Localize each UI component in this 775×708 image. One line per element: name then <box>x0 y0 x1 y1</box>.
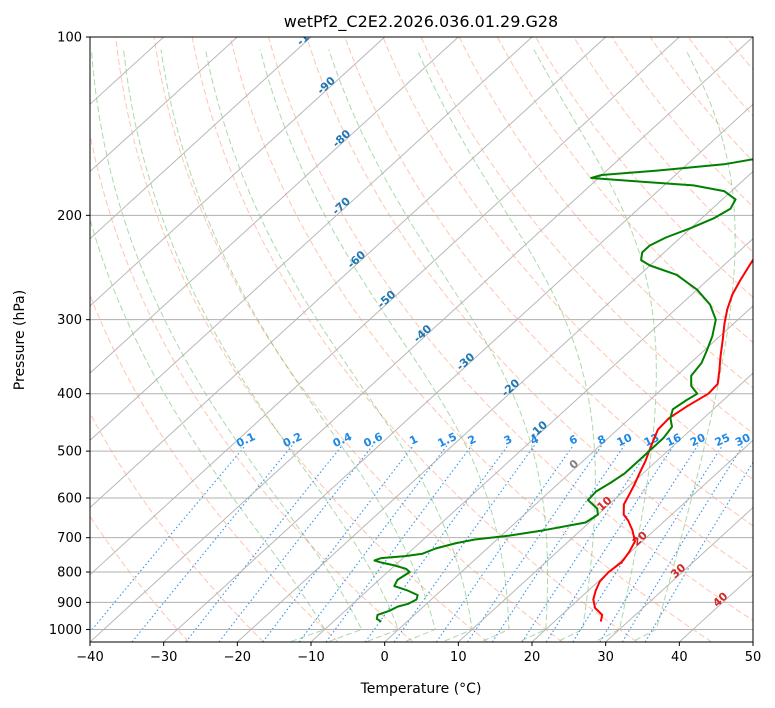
moist-adiabat-line <box>533 49 657 642</box>
mixing-ratio-label: 30 <box>733 431 753 449</box>
dry-adiabat-line <box>496 37 753 344</box>
y-tick-label: 900 <box>57 596 82 611</box>
mixing-ratio-line <box>521 445 653 642</box>
x-tick-label: 50 <box>745 650 762 665</box>
dry-adiabat-line <box>306 37 753 574</box>
isotherm-line <box>90 37 386 307</box>
dry-adiabat-line <box>90 131 414 642</box>
isotherm-line <box>310 237 753 642</box>
x-tick-label: −30 <box>150 650 177 665</box>
dry-adiabats <box>90 37 753 642</box>
mixing-ratio-line <box>599 445 723 642</box>
mixing-ratio-line <box>262 445 414 642</box>
temperature-profile <box>592 258 753 622</box>
dry-adiabat-line <box>115 37 488 642</box>
dry-adiabat-line <box>229 37 712 642</box>
dry-adiabat-line <box>649 37 753 163</box>
mixing-ratio-line <box>545 445 675 642</box>
y-tick-label: 600 <box>57 492 82 507</box>
x-tick-label: 20 <box>524 650 541 665</box>
y-tick-label: 1000 <box>49 623 82 638</box>
plot-frame <box>89 36 754 643</box>
mixing-ratio-line <box>393 445 535 642</box>
isotherm-line <box>90 37 459 374</box>
y-tick-label: 400 <box>57 387 82 402</box>
y-tick-label: 200 <box>57 209 82 224</box>
mixing-ratio-label: 10 <box>615 431 635 449</box>
isotherm-label: -100 <box>294 20 323 48</box>
isotherm-line <box>457 372 753 642</box>
isotherm-line <box>90 37 607 509</box>
isotherm-line <box>90 37 533 442</box>
dry-adiabat-line <box>90 515 190 642</box>
x-axis-label: Temperature (°C) <box>360 681 482 697</box>
dry-adiabat-line <box>611 37 753 208</box>
isobar-gridlines <box>90 37 753 630</box>
isotherm-line <box>605 506 753 642</box>
mixing-ratio-line <box>185 445 343 642</box>
isotherm-line <box>90 37 238 173</box>
plot-area: -100-90-80-70-60-50-40-30-20-10010203040… <box>90 20 753 642</box>
x-tick-label: −20 <box>224 650 251 665</box>
mixing-ratio-line <box>90 445 246 633</box>
mixing-ratio-label: 25 <box>713 431 732 449</box>
dry-adiabat-line <box>90 412 264 642</box>
dry-adiabat-line <box>268 37 753 622</box>
skewed-isotherms <box>90 37 753 642</box>
y-axis-label: Pressure (hPa) <box>12 290 28 390</box>
moist-adiabat-line <box>416 49 596 642</box>
isotherm-line <box>236 170 753 642</box>
y-tick-label: 300 <box>57 313 82 328</box>
x-tick-label: 30 <box>597 650 614 665</box>
y-tick-label: 100 <box>57 31 82 46</box>
y-tick-label: 500 <box>57 445 82 460</box>
mixing-ratio-line <box>325 445 473 642</box>
dry-adiabat-line <box>535 37 753 298</box>
mixing-ratio-line <box>298 445 448 642</box>
moist-adiabat-line <box>630 49 736 642</box>
y-tick-label: 700 <box>57 531 82 546</box>
dry-adiabat-line <box>153 37 563 642</box>
x-tick-label: 40 <box>671 650 688 665</box>
x-axis: −40 −30 −20 −10 0 10 20 30 40 50 <box>76 642 761 665</box>
isotherm-line <box>384 305 753 642</box>
dry-adiabat-line <box>90 293 339 642</box>
mixing-ratio-line <box>364 445 509 642</box>
x-tick-label: −10 <box>297 650 324 665</box>
isotherm-line <box>90 37 312 240</box>
dry-adiabat-line <box>382 37 753 481</box>
moist-adiabat-line <box>123 49 400 642</box>
sounding-series <box>373 158 753 623</box>
dewpoint-profile <box>373 158 753 623</box>
x-tick-label: 10 <box>450 650 467 665</box>
mixing-ratio-lines <box>90 445 753 642</box>
isotherm-line <box>90 37 753 642</box>
x-tick-label: 0 <box>381 650 389 665</box>
mixing-ratio-line <box>218 445 374 642</box>
x-tick-label: −40 <box>76 650 103 665</box>
isotherm-line <box>163 103 753 642</box>
chart-title: wetPf2_C2E2.2026.036.01.29.G28 <box>284 12 558 32</box>
mixing-ratio-line <box>491 445 625 642</box>
dry-adiabat-line <box>191 37 638 642</box>
mixing-ratio-label: 20 <box>688 431 708 449</box>
isotherm-line <box>90 37 680 576</box>
dry-adiabat-line <box>573 37 753 253</box>
y-axis: 100 200 300 400 500 600 700 800 900 1000 <box>49 31 90 638</box>
mixing-ratio-label: 16 <box>664 431 684 449</box>
y-tick-label: 800 <box>57 566 82 581</box>
isotherm-line <box>531 439 753 642</box>
